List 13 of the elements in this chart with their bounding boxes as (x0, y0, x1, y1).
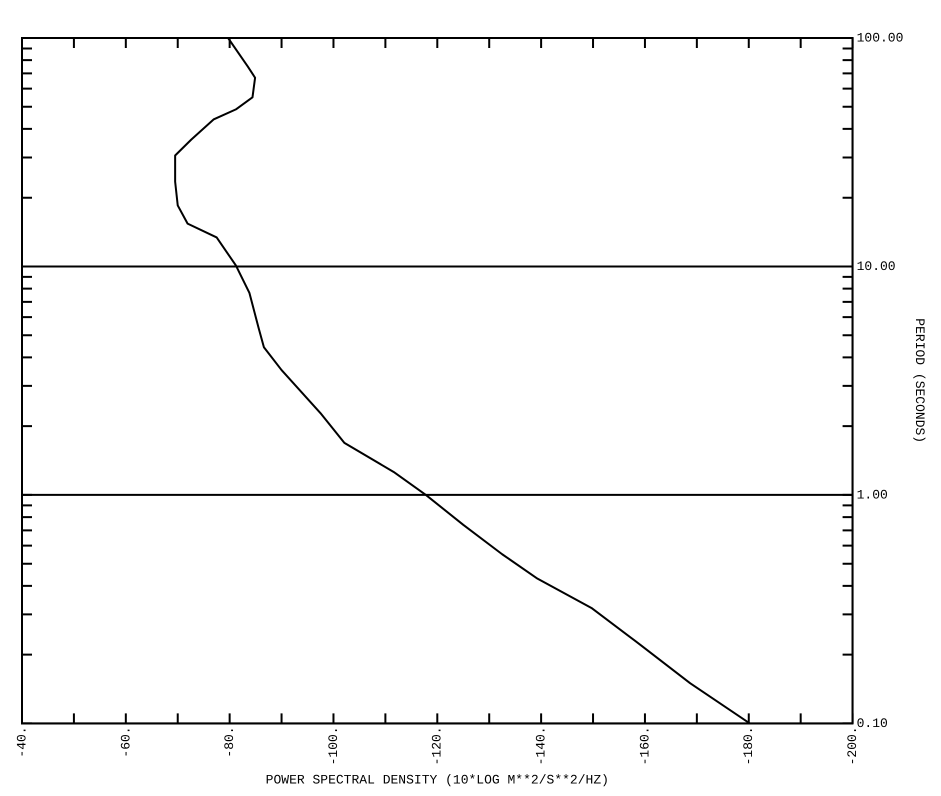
x-axis-title: POWER SPECTRAL DENSITY (10*LOG M**2/S**2/HZ) (266, 772, 609, 788)
x-tick-label: -160. (637, 726, 652, 766)
x-tick-label: -140. (534, 726, 549, 766)
x-tick-label: -80. (222, 726, 238, 758)
y-tick-label: 100.00 (856, 30, 904, 46)
x-tick-label: -120. (430, 726, 445, 766)
y-tick-label: 1.00 (856, 487, 888, 502)
y-axis-title: PERIOD (SECONDS) (912, 318, 927, 444)
x-tick-label: -180. (741, 726, 756, 766)
y-tick-label: 10.00 (856, 258, 896, 274)
x-tick-label: -60. (118, 726, 134, 758)
x-tick-label: -40. (14, 726, 30, 758)
x-tick-label: -100. (326, 726, 341, 766)
